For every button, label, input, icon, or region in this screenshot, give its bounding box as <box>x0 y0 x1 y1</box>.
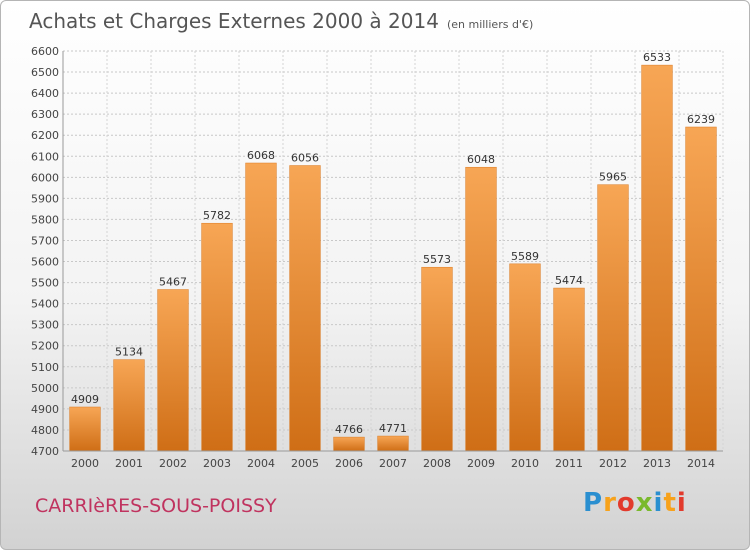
chart-title-text: Achats et Charges Externes 2000 à 2014 <box>29 9 439 33</box>
y-tick-label: 5100 <box>31 361 59 374</box>
y-tick-label: 5000 <box>31 382 59 395</box>
x-axis: 2000 2001 2002 2003 2004 2005 2006 2007 2008 2009… <box>63 450 723 470</box>
bar-2012 <box>597 184 629 452</box>
value-label-2002: 5467 <box>159 276 187 289</box>
y-tick-label: 6400 <box>31 87 59 100</box>
logo-letter: o <box>616 488 636 518</box>
logo-letter: i <box>676 488 687 518</box>
bar-2000 <box>69 406 101 452</box>
value-label-2000: 4909 <box>71 393 99 406</box>
x-tick-label: 2000 <box>71 457 99 470</box>
value-label-2005: 6056 <box>291 152 319 165</box>
y-tick-label: 4800 <box>31 424 59 437</box>
logo-letter: r <box>603 488 617 518</box>
logo-letter: x <box>635 488 654 518</box>
logo-letter: P <box>583 488 604 518</box>
value-label-2009: 6048 <box>467 153 495 166</box>
x-tick-label: 2002 <box>159 457 187 470</box>
y-tick-label: 5500 <box>31 277 59 290</box>
y-tick-label: 6000 <box>31 171 59 184</box>
value-label-2011: 5474 <box>555 274 583 287</box>
x-tick-label: 2013 <box>643 457 671 470</box>
x-tick-label: 2009 <box>467 457 495 470</box>
y-tick-label: 6500 <box>31 66 59 79</box>
bar-2010 <box>509 263 541 452</box>
bar-2011 <box>553 287 585 452</box>
value-label-2003: 5782 <box>203 209 231 222</box>
y-tick-label: 5900 <box>31 192 59 205</box>
proxiti-logo: Proxiti <box>583 488 687 518</box>
value-label-2010: 5589 <box>511 250 539 263</box>
y-tick-label: 6600 <box>31 45 59 58</box>
location-name: CARRIèRES-SOUS-POISSY <box>35 495 277 517</box>
y-tick-label: 5800 <box>31 213 59 226</box>
x-tick-label: 2001 <box>115 457 143 470</box>
x-tick-label: 2007 <box>379 457 407 470</box>
value-label-2008: 5573 <box>423 253 451 266</box>
value-label-2012: 5965 <box>599 171 627 184</box>
y-tick-label: 5300 <box>31 319 59 332</box>
y-axis: 4700 4800 4900 5000 5100 5200 5300 5400 5500 5600… <box>31 45 64 458</box>
bar-2013 <box>641 64 673 452</box>
bar-2007 <box>377 435 409 452</box>
value-label-2013: 6533 <box>643 51 671 64</box>
x-tick-label: 2004 <box>247 457 275 470</box>
x-tick-label: 2008 <box>423 457 451 470</box>
x-tick-label: 2005 <box>291 457 319 470</box>
y-tick-label: 6200 <box>31 129 59 142</box>
value-label-2001: 5134 <box>115 346 143 359</box>
y-tick-label: 5200 <box>31 340 59 353</box>
bar-2009 <box>465 166 497 452</box>
bars: 4909 5134 5467 5782 6068 6056 4766 4771 5573 6048… <box>69 51 717 452</box>
y-tick-label: 4700 <box>31 445 59 458</box>
bar-2014 <box>685 126 717 452</box>
y-tick-label: 5600 <box>31 256 59 269</box>
chart-subtitle: (en milliers d'€) <box>446 18 534 31</box>
bar-2006 <box>333 436 365 452</box>
x-tick-label: 2011 <box>555 457 583 470</box>
value-label-2014: 6239 <box>687 113 715 126</box>
logo-letter: i <box>653 488 664 518</box>
value-label-2006: 4766 <box>335 423 363 436</box>
logo-letter: t <box>663 488 677 518</box>
bar-2003 <box>201 222 233 452</box>
bar-2005 <box>289 165 321 452</box>
value-label-2004: 6068 <box>247 149 275 162</box>
y-tick-label: 5400 <box>31 298 59 311</box>
y-tick-label: 5700 <box>31 234 59 247</box>
y-tick-label: 6100 <box>31 150 59 163</box>
bar-2008 <box>421 266 453 452</box>
value-label-2007: 4771 <box>379 422 407 435</box>
x-tick-label: 2010 <box>511 457 539 470</box>
bar-2001 <box>113 359 145 452</box>
bar-2002 <box>157 289 189 452</box>
y-tick-label: 6300 <box>31 108 59 121</box>
x-tick-label: 2003 <box>203 457 231 470</box>
y-tick-label: 4900 <box>31 403 59 416</box>
chart-title: Achats et Charges Externes 2000 à 2014 (e… <box>29 9 533 33</box>
x-tick-label: 2012 <box>599 457 627 470</box>
bar-2004 <box>245 162 277 452</box>
x-tick-label: 2014 <box>687 457 715 470</box>
x-tick-label: 2006 <box>335 457 363 470</box>
